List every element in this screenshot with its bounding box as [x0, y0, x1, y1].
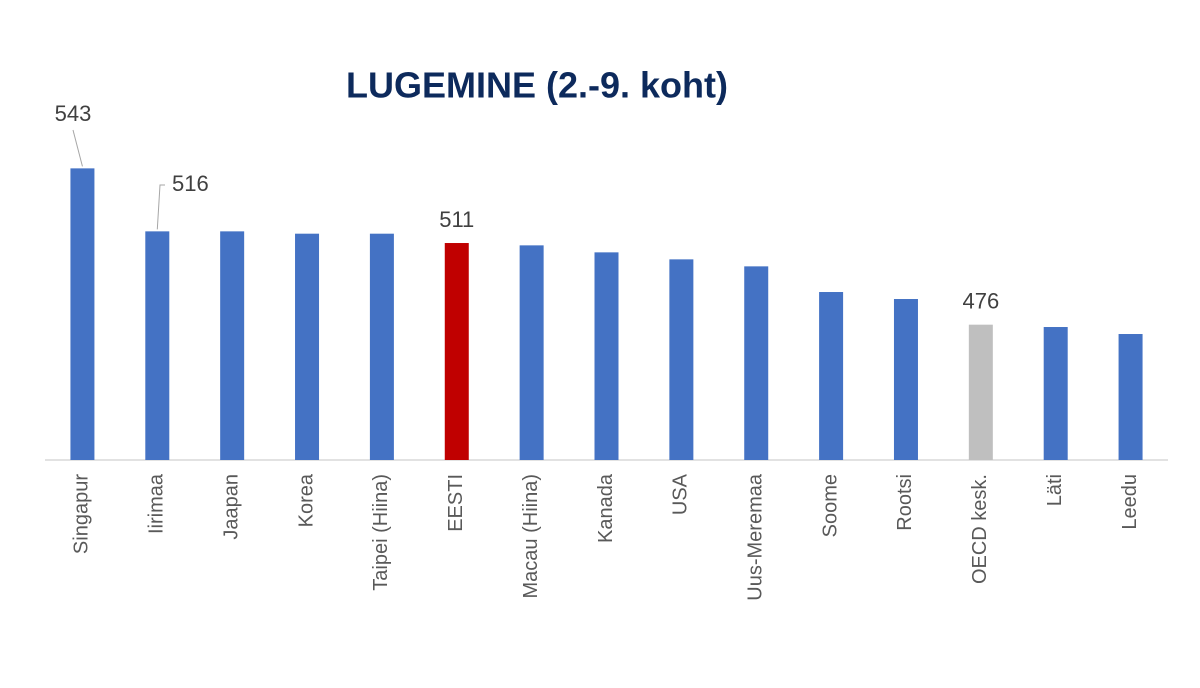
value-label: 476 [962, 288, 999, 313]
bar [1043, 327, 1068, 460]
bar [519, 245, 544, 460]
value-label: 516 [172, 171, 209, 196]
leader-line [72, 129, 83, 167]
x-tick-label: USA [670, 473, 692, 515]
x-tick-label: Läti [1044, 474, 1066, 506]
x-tick-label: Jaapan [220, 474, 242, 540]
bar [295, 233, 320, 460]
bar [444, 243, 469, 460]
x-tick-label: Kanada [595, 473, 617, 543]
chart-title: LUGEMINE (2.-9. koht) [346, 65, 728, 106]
bar [669, 259, 694, 460]
x-tick-label: Macau (Hiina) [520, 474, 542, 598]
value-label: 511 [439, 207, 474, 232]
x-tick-label: Leedu [1119, 474, 1141, 530]
x-tick-label: Soome [819, 474, 841, 537]
value-label: 543 [55, 101, 92, 126]
bar [594, 252, 619, 460]
bar [819, 292, 844, 460]
bar [1118, 334, 1143, 460]
x-tick-label: Iirimaa [146, 473, 168, 534]
x-tick-label: EESTI [445, 474, 467, 532]
bar [893, 299, 918, 460]
x-tick-label: Uus-Meremaa [745, 473, 767, 601]
x-tick-label: Singapur [71, 474, 93, 554]
bar [744, 266, 769, 460]
x-tick-label: OECD kesk. [969, 474, 991, 584]
x-tick-label: Taipei (Hiina) [370, 474, 392, 591]
bar [70, 168, 95, 460]
bar [220, 231, 245, 460]
leader-line [156, 184, 165, 230]
bar [968, 324, 993, 460]
bar [369, 233, 394, 460]
x-tick-label: Rootsi [894, 474, 916, 531]
x-tick-label: Korea [295, 473, 317, 527]
bar [145, 231, 170, 460]
